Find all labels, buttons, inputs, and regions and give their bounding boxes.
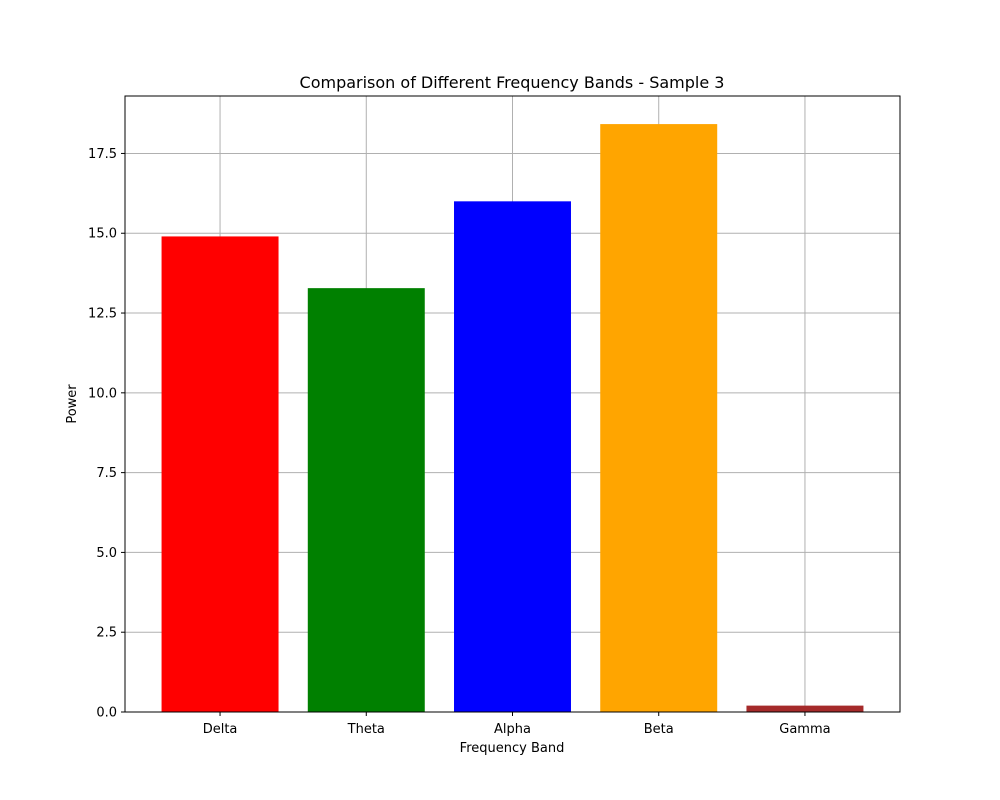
axes: 0.0 2.5 5.0 7.5 10.0 12.5 15.0 17.5 Delta Theta Al…	[88, 147, 831, 737]
x-tick-label-delta: Delta	[203, 722, 238, 737]
chart-title: Comparison of Different Frequency Bands …	[300, 73, 725, 92]
y-tick-label: 5.0	[96, 546, 117, 561]
bar-gamma	[746, 705, 864, 712]
bar-beta	[600, 124, 718, 713]
y-tick-label: 12.5	[88, 307, 117, 322]
bar-delta	[161, 236, 279, 712]
y-axis-label: Power	[65, 384, 80, 424]
y-tick-label: 2.5	[96, 626, 117, 641]
y-tick-label: 15.0	[88, 227, 117, 242]
x-tick-label-beta: Beta	[644, 722, 674, 737]
x-tick-label-gamma: Gamma	[779, 722, 830, 737]
x-tick-label-alpha: Alpha	[494, 722, 531, 737]
y-tick-label: 10.0	[88, 386, 117, 401]
y-tick-label: 7.5	[96, 466, 117, 481]
x-axis-label: Frequency Band	[460, 741, 565, 756]
bar-theta	[307, 288, 425, 712]
y-tick-label: 17.5	[88, 147, 117, 162]
y-tick-label: 0.0	[96, 706, 117, 721]
bar-alpha	[454, 201, 571, 713]
bars	[161, 124, 864, 713]
x-tick-label-theta: Theta	[347, 722, 385, 737]
